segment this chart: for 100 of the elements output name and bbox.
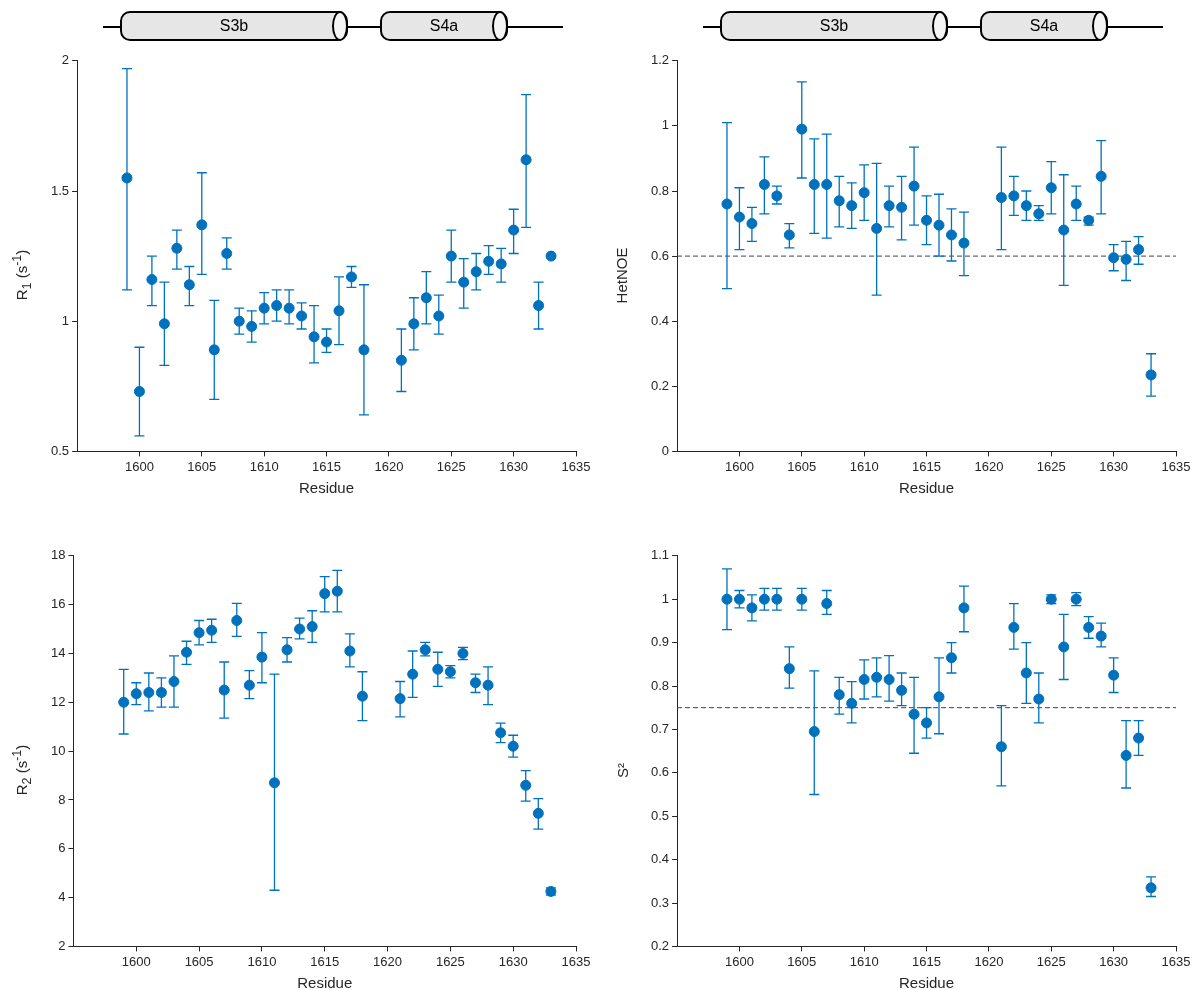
y-tick-label: 0.4 <box>650 851 670 867</box>
x-tick-label: 1605 <box>187 458 217 474</box>
point <box>1145 369 1157 381</box>
point <box>121 172 133 184</box>
point <box>1083 621 1095 633</box>
point <box>833 195 845 207</box>
point <box>1008 190 1020 202</box>
y-tick-label: 16 <box>50 596 66 612</box>
x-tick-label: 1635 <box>1161 458 1191 474</box>
y-axis-title: HetNOE <box>613 247 631 303</box>
y-tick-label: 0.2 <box>650 937 670 953</box>
y-tick-label: 0.2 <box>650 377 670 393</box>
point <box>532 807 544 819</box>
point <box>319 588 331 600</box>
point <box>533 300 545 312</box>
point <box>733 593 745 605</box>
y-tick-label: 2 <box>58 937 66 953</box>
x-tick-label: 1625 <box>1036 953 1066 969</box>
point <box>871 222 883 234</box>
point <box>458 276 470 288</box>
point <box>921 214 933 226</box>
point <box>183 279 195 291</box>
y-tick-label: 0.7 <box>650 720 670 736</box>
point <box>995 192 1007 204</box>
point <box>271 300 283 312</box>
point <box>871 671 883 683</box>
x-tick-label: 1615 <box>310 953 340 969</box>
x-tick-label: 1630 <box>499 458 529 474</box>
x-tick-label: 1610 <box>849 458 879 474</box>
point <box>143 687 155 699</box>
x-tick-label: 1630 <box>498 953 528 969</box>
point <box>231 614 243 626</box>
point <box>495 258 507 270</box>
y-tick-label: 0.3 <box>650 894 670 910</box>
point <box>281 644 293 656</box>
point <box>432 663 444 675</box>
point <box>733 211 745 223</box>
point <box>246 320 258 332</box>
point <box>268 777 280 789</box>
point <box>133 386 145 398</box>
point <box>181 646 193 658</box>
point <box>808 178 820 190</box>
x-axis-title: Residue <box>297 974 353 990</box>
point <box>433 310 445 322</box>
point <box>306 621 318 633</box>
point <box>896 201 908 213</box>
point <box>846 697 858 709</box>
x-tick-label: 1625 <box>1036 458 1066 474</box>
point <box>908 180 920 192</box>
y-tick-label: 0.5 <box>50 442 70 458</box>
point <box>746 602 758 614</box>
x-tick-label: 1615 <box>912 458 941 474</box>
point <box>321 336 333 348</box>
point <box>908 708 920 720</box>
point <box>495 727 507 739</box>
point <box>1120 253 1132 265</box>
x-tick-label: 1615 <box>312 458 341 474</box>
point <box>821 178 833 190</box>
y-tick-label: 14 <box>50 645 66 661</box>
y-tick-label: 1 <box>661 117 670 133</box>
point <box>520 779 532 791</box>
y-tick-label: 0.4 <box>650 312 670 328</box>
point <box>168 676 180 688</box>
x-tick-label: 1610 <box>247 953 277 969</box>
point <box>1070 198 1082 210</box>
point <box>1133 732 1145 744</box>
point <box>470 266 482 278</box>
point <box>1133 244 1145 256</box>
point <box>345 271 357 283</box>
point <box>508 224 520 236</box>
y-tick-label: 10 <box>50 742 66 758</box>
point <box>356 690 368 702</box>
x-tick-label: 1600 <box>124 458 154 474</box>
point <box>344 645 356 657</box>
point <box>796 593 808 605</box>
point <box>407 668 419 680</box>
y-tick-label: 1.1 <box>650 547 670 563</box>
point <box>883 673 895 685</box>
point <box>958 602 970 614</box>
x-tick-label: 1635 <box>561 953 591 969</box>
x-tick-label: 1600 <box>724 953 754 969</box>
point <box>118 696 130 708</box>
point <box>158 318 170 330</box>
point <box>130 688 142 700</box>
point <box>196 219 208 231</box>
point <box>146 274 158 286</box>
point <box>821 598 833 610</box>
x-tick-label: 1620 <box>974 458 1004 474</box>
point <box>1058 224 1070 236</box>
y-tick-label: 0 <box>661 442 670 458</box>
point <box>921 717 933 729</box>
point <box>771 190 783 202</box>
point <box>721 593 733 605</box>
point <box>1020 667 1032 679</box>
y-axis-title: S² <box>613 762 631 778</box>
point <box>995 741 1007 753</box>
x-tick-label: 1630 <box>1099 953 1129 969</box>
point <box>1095 630 1107 642</box>
x-tick-label: 1615 <box>912 953 941 969</box>
point <box>945 229 957 241</box>
